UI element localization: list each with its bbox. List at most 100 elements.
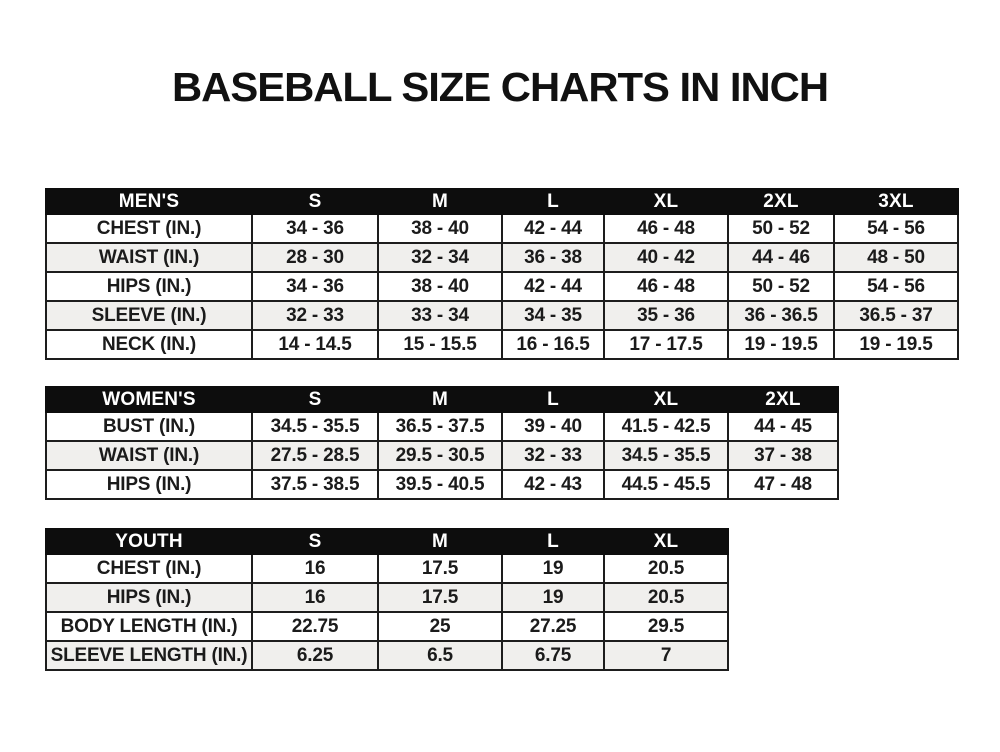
size-value: 20.5	[603, 553, 729, 584]
womens-row-2: HIPS (IN.) 37.5 - 38.5 39.5 - 40.5 42 - 43 4…	[45, 469, 839, 500]
size-value: 32 - 34	[377, 242, 503, 273]
size-value: 34 - 35	[501, 300, 605, 331]
size-value: 40 - 42	[603, 242, 729, 273]
mens-row-2: HIPS (IN.) 34 - 36 38 - 40 42 - 44 46 - 48 50…	[45, 271, 959, 302]
size-value: 6.25	[251, 640, 379, 671]
womens-row-label: WAIST (IN.)	[45, 440, 253, 471]
mens-row-4: NECK (IN.) 14 - 14.5 15 - 15.5 16 - 16.5 17 …	[45, 329, 959, 360]
youth-header-row: YOUTH S M L XL	[45, 528, 729, 555]
size-value: 28 - 30	[251, 242, 379, 273]
page-title: BASEBALL SIZE CHARTS IN INCH	[171, 64, 829, 110]
womens-row-0: BUST (IN.) 34.5 - 35.5 36.5 - 37.5 39 - 40 4…	[45, 411, 839, 442]
womens-size-table: WOMEN'S S M L XL 2XL BUST (IN.) 34.5 - 35.5 36.5…	[45, 386, 839, 500]
youth-size-table: YOUTH S M L XL CHEST (IN.) 16 17.5 19 20.5 HIPS (I…	[45, 528, 729, 671]
womens-column-header-m: M	[377, 386, 503, 413]
womens-row-label: HIPS (IN.)	[45, 469, 253, 500]
mens-column-header-xl: XL	[603, 188, 729, 215]
size-value: 36 - 36.5	[727, 300, 835, 331]
youth-row-1: HIPS (IN.) 16 17.5 19 20.5	[45, 582, 729, 613]
youth-table-title: YOUTH	[45, 528, 253, 555]
size-value: 27.25	[501, 611, 605, 642]
size-value: 6.5	[377, 640, 503, 671]
mens-column-header-l: L	[501, 188, 605, 215]
youth-row-0: CHEST (IN.) 16 17.5 19 20.5	[45, 553, 729, 584]
mens-header-row: MEN'S S M L XL 2XL 3XL	[45, 188, 959, 215]
size-value: 42 - 43	[501, 469, 605, 500]
size-value: 44.5 - 45.5	[603, 469, 729, 500]
size-value: 50 - 52	[727, 271, 835, 302]
mens-row-0: CHEST (IN.) 34 - 36 38 - 40 42 - 44 46 - 48 5…	[45, 213, 959, 244]
size-value: 36 - 38	[501, 242, 605, 273]
mens-column-header-3xl: 3XL	[833, 188, 959, 215]
size-value: 16	[251, 553, 379, 584]
size-value: 42 - 44	[501, 213, 605, 244]
size-value: 48 - 50	[833, 242, 959, 273]
size-value: 42 - 44	[501, 271, 605, 302]
size-value: 7	[603, 640, 729, 671]
size-value: 19	[501, 553, 605, 584]
youth-column-header-xl: XL	[603, 528, 729, 555]
size-value: 44 - 46	[727, 242, 835, 273]
size-value: 44 - 45	[727, 411, 839, 442]
size-value: 32 - 33	[251, 300, 379, 331]
size-value: 54 - 56	[833, 271, 959, 302]
womens-row-label: BUST (IN.)	[45, 411, 253, 442]
mens-size-table: MEN'S S M L XL 2XL 3XL CHEST (IN.) 34 - 36 38 - 4…	[45, 188, 959, 360]
size-value: 29.5 - 30.5	[377, 440, 503, 471]
size-value: 38 - 40	[377, 271, 503, 302]
size-value: 39 - 40	[501, 411, 605, 442]
size-value: 34 - 36	[251, 271, 379, 302]
size-value: 32 - 33	[501, 440, 605, 471]
mens-row-label: HIPS (IN.)	[45, 271, 253, 302]
youth-row-3: SLEEVE LENGTH (IN.) 6.25 6.5 6.75 7	[45, 640, 729, 671]
youth-column-header-l: L	[501, 528, 605, 555]
youth-row-2: BODY LENGTH (IN.) 22.75 25 27.25 29.5	[45, 611, 729, 642]
size-value: 16 - 16.5	[501, 329, 605, 360]
size-value: 16	[251, 582, 379, 613]
womens-column-header-s: S	[251, 386, 379, 413]
mens-row-3: SLEEVE (IN.) 32 - 33 33 - 34 34 - 35 35 - 36…	[45, 300, 959, 331]
mens-row-1: WAIST (IN.) 28 - 30 32 - 34 36 - 38 40 - 42 4…	[45, 242, 959, 273]
womens-table-title: WOMEN'S	[45, 386, 253, 413]
size-value: 38 - 40	[377, 213, 503, 244]
mens-row-label: NECK (IN.)	[45, 329, 253, 360]
youth-row-label: BODY LENGTH (IN.)	[45, 611, 253, 642]
size-value: 41.5 - 42.5	[603, 411, 729, 442]
size-value: 25	[377, 611, 503, 642]
size-value: 36.5 - 37	[833, 300, 959, 331]
mens-row-label: WAIST (IN.)	[45, 242, 253, 273]
youth-column-header-m: M	[377, 528, 503, 555]
size-value: 39.5 - 40.5	[377, 469, 503, 500]
size-value: 14 - 14.5	[251, 329, 379, 360]
size-value: 27.5 - 28.5	[251, 440, 379, 471]
size-value: 37 - 38	[727, 440, 839, 471]
youth-row-label: SLEEVE LENGTH (IN.)	[45, 640, 253, 671]
size-value: 46 - 48	[603, 271, 729, 302]
size-value: 36.5 - 37.5	[377, 411, 503, 442]
youth-row-label: CHEST (IN.)	[45, 553, 253, 584]
mens-column-header-2xl: 2XL	[727, 188, 835, 215]
size-value: 34 - 36	[251, 213, 379, 244]
size-value: 19	[501, 582, 605, 613]
size-value: 22.75	[251, 611, 379, 642]
size-value: 29.5	[603, 611, 729, 642]
womens-header-row: WOMEN'S S M L XL 2XL	[45, 386, 839, 413]
size-value: 50 - 52	[727, 213, 835, 244]
size-value: 54 - 56	[833, 213, 959, 244]
size-value: 6.75	[501, 640, 605, 671]
size-value: 15 - 15.5	[377, 329, 503, 360]
womens-row-1: WAIST (IN.) 27.5 - 28.5 29.5 - 30.5 32 - 33…	[45, 440, 839, 471]
size-value: 47 - 48	[727, 469, 839, 500]
size-value: 35 - 36	[603, 300, 729, 331]
youth-column-header-s: S	[251, 528, 379, 555]
mens-column-header-m: M	[377, 188, 503, 215]
mens-column-header-s: S	[251, 188, 379, 215]
size-tables: MEN'S S M L XL 2XL 3XL CHEST (IN.) 34 - 36 38 - 4…	[45, 188, 1000, 671]
womens-column-header-xl: XL	[603, 386, 729, 413]
youth-row-label: HIPS (IN.)	[45, 582, 253, 613]
size-value: 17.5	[377, 553, 503, 584]
size-value: 34.5 - 35.5	[251, 411, 379, 442]
mens-table-title: MEN'S	[45, 188, 253, 215]
size-value: 33 - 34	[377, 300, 503, 331]
